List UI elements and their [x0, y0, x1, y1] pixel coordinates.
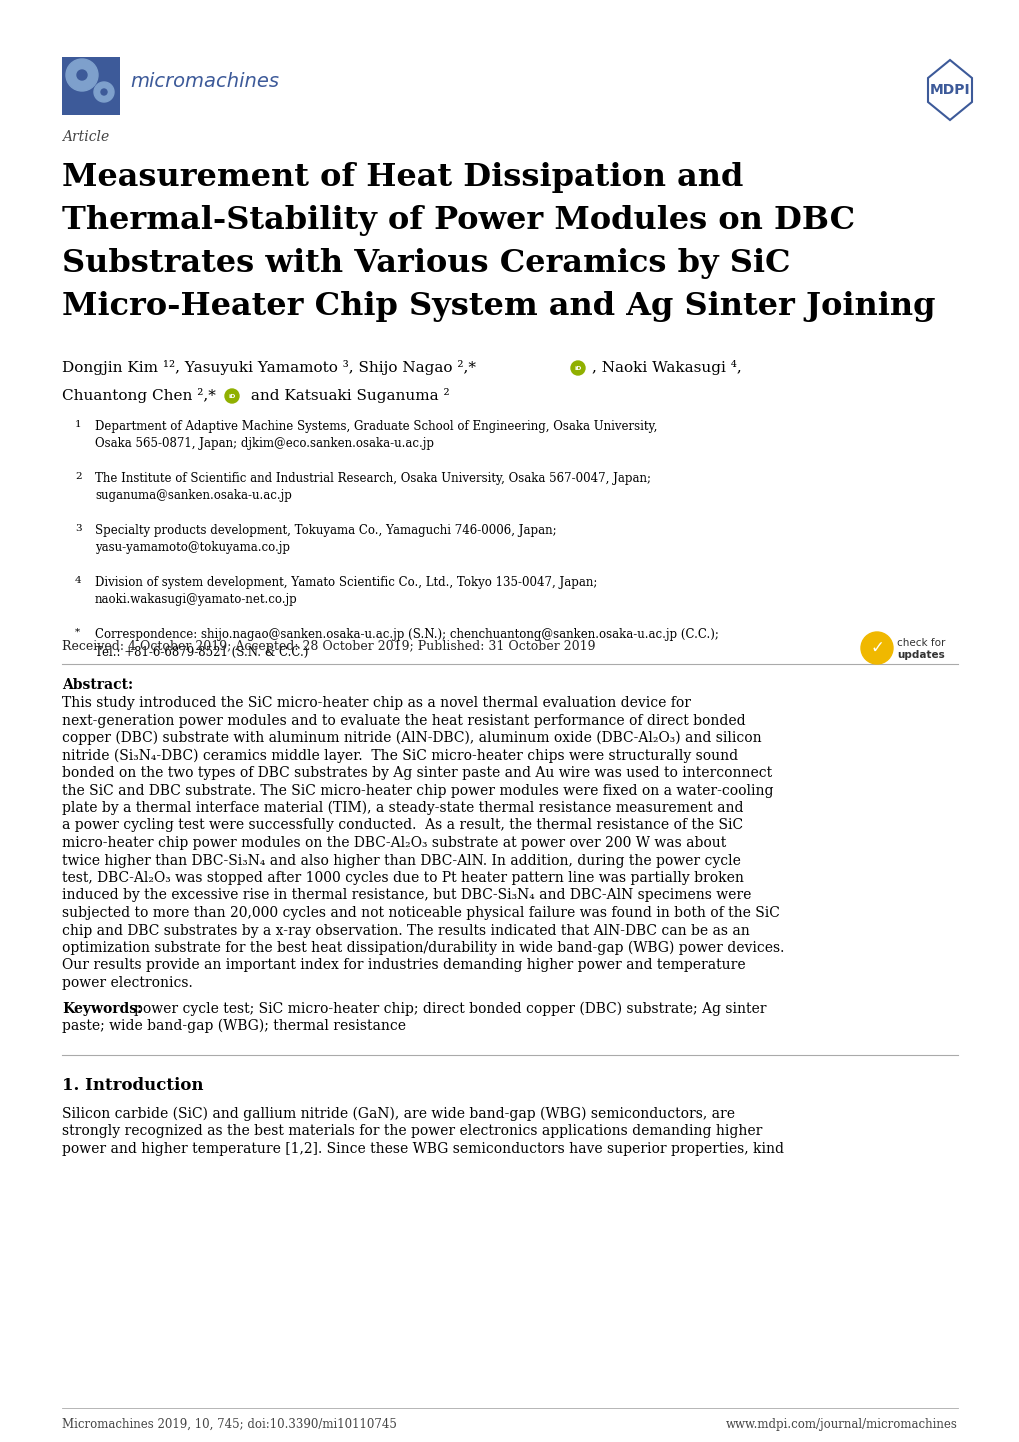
Text: ✓: ✓	[869, 639, 883, 658]
Text: power cycle test; SiC micro-heater chip; direct bonded copper (DBC) substrate; A: power cycle test; SiC micro-heater chip;…	[133, 1002, 765, 1017]
Circle shape	[101, 89, 107, 95]
Text: micromachines: micromachines	[129, 72, 279, 91]
Text: next-generation power modules and to evaluate the heat resistant performance of : next-generation power modules and to eva…	[62, 714, 745, 728]
Text: optimization substrate for the best heat dissipation/durability in wide band-gap: optimization substrate for the best heat…	[62, 942, 784, 956]
Text: Chuantong Chen ²,*: Chuantong Chen ²,*	[62, 388, 220, 402]
Text: This study introduced the SiC micro-heater chip as a novel thermal evaluation de: This study introduced the SiC micro-heat…	[62, 696, 690, 709]
Text: Division of system development, Yamato Scientific Co., Ltd., Tokyo 135-0047, Jap: Division of system development, Yamato S…	[95, 575, 597, 607]
Text: plate by a thermal interface material (TIM), a steady-state thermal resistance m: plate by a thermal interface material (T…	[62, 800, 743, 815]
Text: chip and DBC substrates by a x-ray observation. The results indicated that AlN-D: chip and DBC substrates by a x-ray obser…	[62, 923, 749, 937]
Text: paste; wide band-gap (WBG); thermal resistance: paste; wide band-gap (WBG); thermal resi…	[62, 1019, 406, 1034]
Text: power and higher temperature [1,2]. Since these WBG semiconductors have superior: power and higher temperature [1,2]. Sinc…	[62, 1142, 784, 1155]
Text: The Institute of Scientific and Industrial Research, Osaka University, Osaka 567: The Institute of Scientific and Industri…	[95, 472, 650, 502]
Text: Article: Article	[62, 130, 109, 144]
Text: updates: updates	[896, 650, 944, 660]
Text: micro-heater chip power modules on the DBC-Al₂O₃ substrate at power over 200 W w: micro-heater chip power modules on the D…	[62, 836, 726, 849]
Circle shape	[66, 59, 98, 91]
Text: Dongjin Kim ¹², Yasuyuki Yamamoto ³, Shijo Nagao ²,*: Dongjin Kim ¹², Yasuyuki Yamamoto ³, Shi…	[62, 360, 480, 375]
Text: Abstract:: Abstract:	[62, 678, 133, 692]
Text: Department of Adaptive Machine Systems, Graduate School of Engineering, Osaka Un: Department of Adaptive Machine Systems, …	[95, 420, 656, 450]
Text: , Naoki Wakasugi ⁴,: , Naoki Wakasugi ⁴,	[591, 360, 741, 375]
Text: www.mdpi.com/journal/micromachines: www.mdpi.com/journal/micromachines	[726, 1417, 957, 1430]
Text: Substrates with Various Ceramics by SiC: Substrates with Various Ceramics by SiC	[62, 248, 790, 278]
Circle shape	[225, 389, 238, 402]
Text: MDPI: MDPI	[928, 84, 969, 97]
Text: *: *	[75, 629, 81, 637]
Circle shape	[94, 82, 114, 102]
Text: Micromachines 2019, 10, 745; doi:10.3390/mi10110745: Micromachines 2019, 10, 745; doi:10.3390…	[62, 1417, 396, 1430]
Text: 4: 4	[75, 575, 82, 585]
Text: iD: iD	[574, 365, 581, 371]
Text: Keywords:: Keywords:	[62, 1002, 142, 1015]
Text: twice higher than DBC-Si₃N₄ and also higher than DBC-AlN. In addition, during th: twice higher than DBC-Si₃N₄ and also hig…	[62, 854, 740, 868]
Text: iD: iD	[228, 394, 235, 398]
Text: Our results provide an important index for industries demanding higher power and: Our results provide an important index f…	[62, 959, 745, 972]
Text: Correspondence: shijo.nagao@sanken.osaka-u.ac.jp (S.N.); chenchuantong@sanken.os: Correspondence: shijo.nagao@sanken.osaka…	[95, 629, 718, 659]
Text: a power cycling test were successfully conducted.  As a result, the thermal resi: a power cycling test were successfully c…	[62, 819, 743, 832]
Circle shape	[571, 360, 585, 375]
Text: nitride (Si₃N₄-DBC) ceramics middle layer.  The SiC micro-heater chips were stru: nitride (Si₃N₄-DBC) ceramics middle laye…	[62, 748, 738, 763]
Text: 1. Introduction: 1. Introduction	[62, 1077, 204, 1093]
Text: Measurement of Heat Dissipation and: Measurement of Heat Dissipation and	[62, 162, 743, 193]
Text: copper (DBC) substrate with aluminum nitride (AlN-DBC), aluminum oxide (DBC-Al₂O: copper (DBC) substrate with aluminum nit…	[62, 731, 761, 746]
Text: subjected to more than 20,000 cycles and not noticeable physical failure was fou: subjected to more than 20,000 cycles and…	[62, 906, 780, 920]
FancyBboxPatch shape	[62, 58, 120, 115]
Text: bonded on the two types of DBC substrates by Ag sinter paste and Au wire was use: bonded on the two types of DBC substrate…	[62, 766, 771, 780]
Text: 3: 3	[75, 523, 82, 534]
Text: 1: 1	[75, 420, 82, 430]
Text: Micro-Heater Chip System and Ag Sinter Joining: Micro-Heater Chip System and Ag Sinter J…	[62, 291, 934, 322]
Text: Received: 4 October 2019; Accepted: 28 October 2019; Published: 31 October 2019: Received: 4 October 2019; Accepted: 28 O…	[62, 640, 595, 653]
Text: 2: 2	[75, 472, 82, 482]
Text: Specialty products development, Tokuyama Co., Yamaguchi 746-0006, Japan;
yasu-ya: Specialty products development, Tokuyama…	[95, 523, 556, 555]
Circle shape	[76, 71, 87, 79]
Text: check for: check for	[896, 637, 945, 647]
Text: the SiC and DBC substrate. The SiC micro-heater chip power modules were fixed on: the SiC and DBC substrate. The SiC micro…	[62, 783, 772, 797]
Circle shape	[860, 632, 892, 663]
Text: Silicon carbide (SiC) and gallium nitride (GaN), are wide band-gap (WBG) semicon: Silicon carbide (SiC) and gallium nitrid…	[62, 1106, 735, 1120]
Text: and Katsuaki Suganuma ²: and Katsuaki Suganuma ²	[246, 388, 449, 402]
Text: induced by the excessive rise in thermal resistance, but DBC-Si₃N₄ and DBC-AlN s: induced by the excessive rise in thermal…	[62, 888, 751, 903]
Text: strongly recognized as the best materials for the power electronics applications: strongly recognized as the best material…	[62, 1123, 761, 1138]
Text: Thermal-Stability of Power Modules on DBC: Thermal-Stability of Power Modules on DB…	[62, 205, 854, 236]
Text: test, DBC-Al₂O₃ was stopped after 1000 cycles due to Pt heater pattern line was : test, DBC-Al₂O₃ was stopped after 1000 c…	[62, 871, 743, 885]
Text: power electronics.: power electronics.	[62, 976, 193, 991]
